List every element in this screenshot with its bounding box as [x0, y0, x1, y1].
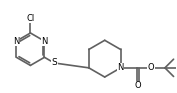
Text: N: N — [117, 63, 124, 72]
Text: O: O — [148, 63, 154, 72]
Text: N: N — [13, 37, 20, 46]
Text: N: N — [41, 37, 48, 46]
Text: Cl: Cl — [26, 14, 35, 23]
Text: S: S — [51, 58, 57, 68]
Text: O: O — [135, 81, 141, 90]
